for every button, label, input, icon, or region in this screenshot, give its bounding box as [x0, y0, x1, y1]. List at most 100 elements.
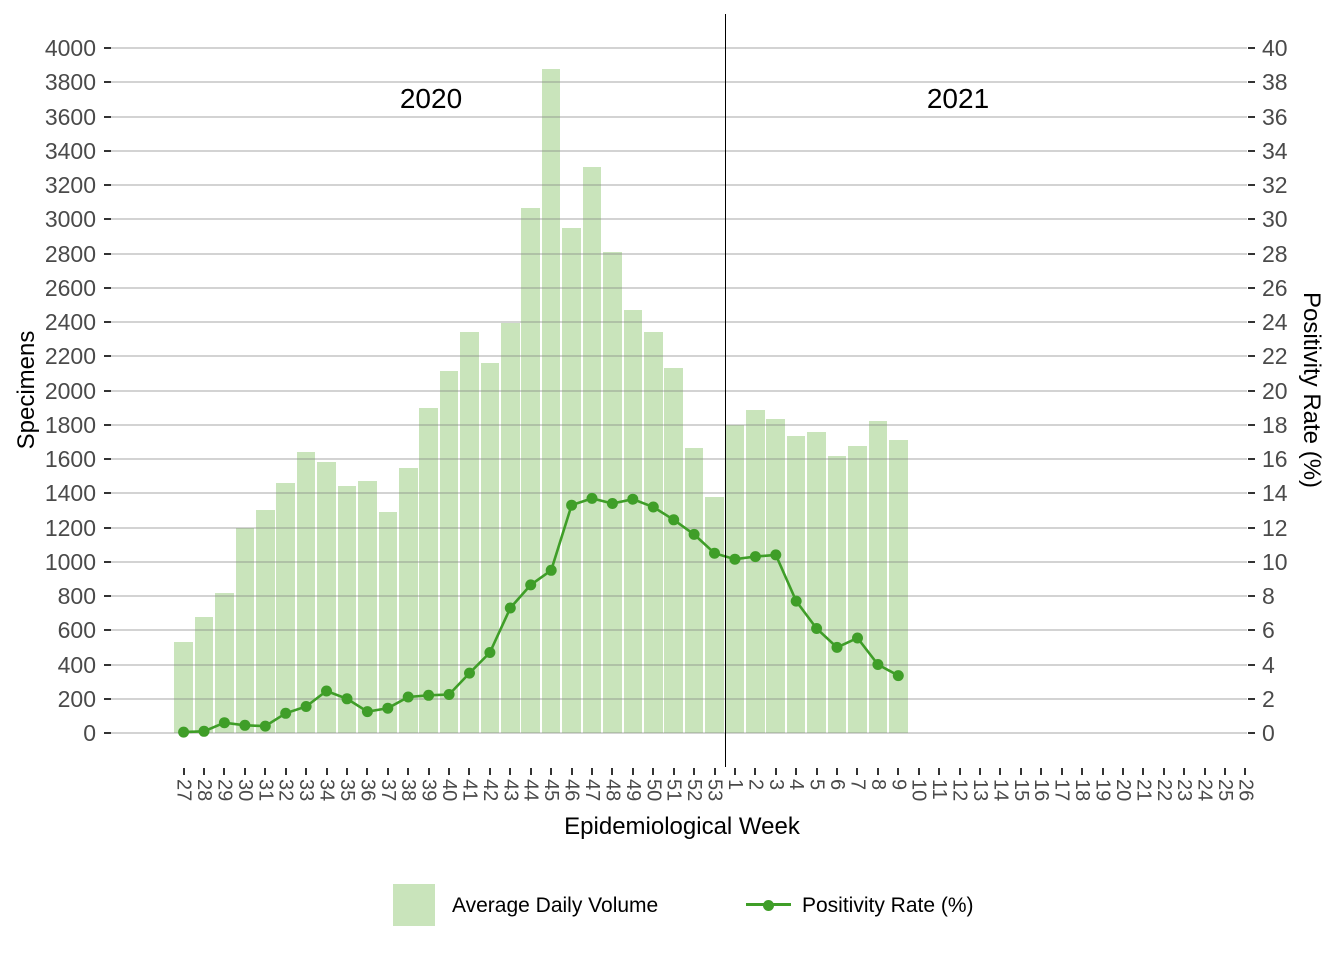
- positivity-point: [504, 602, 516, 614]
- right-tick: [1248, 526, 1255, 529]
- x-tick: [1101, 768, 1104, 775]
- left-tick: [104, 286, 111, 289]
- x-tick-label: 43: [499, 779, 522, 802]
- right-tick: [1248, 286, 1255, 289]
- positivity-point: [668, 514, 680, 526]
- positivity-point: [872, 659, 884, 670]
- right-tick-label: 28: [1262, 240, 1288, 267]
- positivity-line-layer: [178, 492, 904, 738]
- x-tick: [1203, 768, 1206, 775]
- x-tick: [917, 768, 920, 775]
- gridline: [111, 184, 1247, 186]
- left-tick: [104, 663, 111, 666]
- x-tick-label: 16: [1030, 779, 1053, 802]
- x-tick-label: 28: [193, 779, 216, 802]
- positivity-point: [341, 693, 353, 705]
- left-tick-label: 2800: [44, 240, 96, 267]
- left-tick-label: 800: [57, 583, 96, 609]
- x-tick: [203, 768, 206, 775]
- x-tick: [611, 768, 614, 775]
- right-tick: [1248, 629, 1255, 632]
- gridline: [111, 149, 1247, 152]
- volume-bar: [501, 322, 520, 733]
- x-tick: [815, 768, 818, 775]
- x-axis-title: Epidemiological Week: [564, 813, 800, 840]
- x-tick-label: 9: [887, 779, 910, 791]
- x-tick-label: 29: [213, 779, 236, 802]
- x-tick-label: 34: [315, 779, 338, 802]
- x-tick-label: 40: [438, 779, 461, 802]
- gridline: [111, 81, 1247, 84]
- x-tick-label: 10: [907, 779, 930, 802]
- x-tick-label: 47: [581, 779, 603, 802]
- left-tick: [104, 458, 111, 460]
- volume-bar: [643, 332, 663, 733]
- right-tick: [1248, 389, 1255, 392]
- left-tick: [104, 697, 111, 700]
- x-tick-label: 30: [233, 779, 256, 802]
- plot-panel: [111, 14, 1247, 767]
- right-tick: [1248, 218, 1255, 221]
- left-tick-label: 1000: [44, 548, 96, 575]
- right-tick: [1248, 184, 1255, 186]
- left-tick-label: 1400: [44, 480, 96, 507]
- x-tick: [1040, 768, 1043, 775]
- positivity-point: [545, 564, 557, 576]
- year-divider-line: [724, 14, 727, 767]
- legend-dot-glyph: [763, 900, 774, 911]
- x-tick: [774, 768, 777, 775]
- x-tick: [1060, 768, 1063, 775]
- x-tick-label: 49: [621, 779, 644, 802]
- legend-swatch-volume: [393, 884, 435, 926]
- x-tick-label: 8: [866, 779, 889, 791]
- x-tick: [570, 768, 573, 775]
- x-tick-label: 32: [274, 779, 297, 802]
- x-tick-label: 50: [642, 779, 665, 802]
- gridline: [111, 595, 1247, 597]
- x-tick: [672, 768, 675, 775]
- x-tick: [1121, 768, 1124, 775]
- x-tick-label: 12: [948, 779, 971, 802]
- left-tick: [104, 81, 111, 84]
- x-tick-label: 5: [805, 779, 828, 791]
- left-tick-label: 3200: [44, 172, 96, 198]
- gridline: [111, 697, 1247, 700]
- volume-bar: [174, 642, 193, 733]
- x-tick: [754, 768, 757, 775]
- volume-bar: [786, 435, 806, 733]
- x-tick-label: 37: [376, 779, 399, 802]
- positivity-point: [647, 501, 659, 513]
- right-tick: [1248, 595, 1255, 597]
- left-tick: [104, 560, 111, 563]
- x-tick-label: 51: [662, 779, 685, 802]
- positivity-point: [709, 547, 720, 559]
- x-tick: [795, 768, 798, 775]
- x-tick: [488, 768, 491, 775]
- x-tick-label: 39: [417, 779, 440, 802]
- left-tick: [104, 355, 111, 358]
- volume-bar: [807, 432, 826, 733]
- right-tick-label: 0: [1262, 720, 1275, 746]
- volume-bar: [827, 455, 847, 733]
- x-tick: [897, 768, 900, 775]
- right-tick: [1248, 663, 1255, 666]
- volume-bar: [664, 368, 683, 733]
- volume-bar: [296, 452, 316, 733]
- x-tick-label: 22: [1152, 779, 1175, 802]
- positivity-point: [239, 719, 251, 731]
- positivity-point: [770, 549, 782, 561]
- x-tick: [366, 768, 369, 775]
- gridline: [111, 458, 1247, 460]
- volume-bar: [439, 370, 459, 733]
- x-tick: [468, 768, 471, 775]
- left-tick-label: 400: [57, 651, 96, 678]
- volume-bar: [378, 512, 398, 733]
- x-tick-label: 42: [478, 779, 501, 802]
- left-tick: [104, 492, 111, 495]
- left-tick-label: 1800: [44, 411, 96, 438]
- x-tick: [836, 768, 839, 775]
- left-tick-label: 2400: [44, 309, 96, 335]
- x-tick-label: 17: [1050, 779, 1073, 802]
- left-tick: [104, 218, 111, 221]
- x-tick: [713, 768, 716, 775]
